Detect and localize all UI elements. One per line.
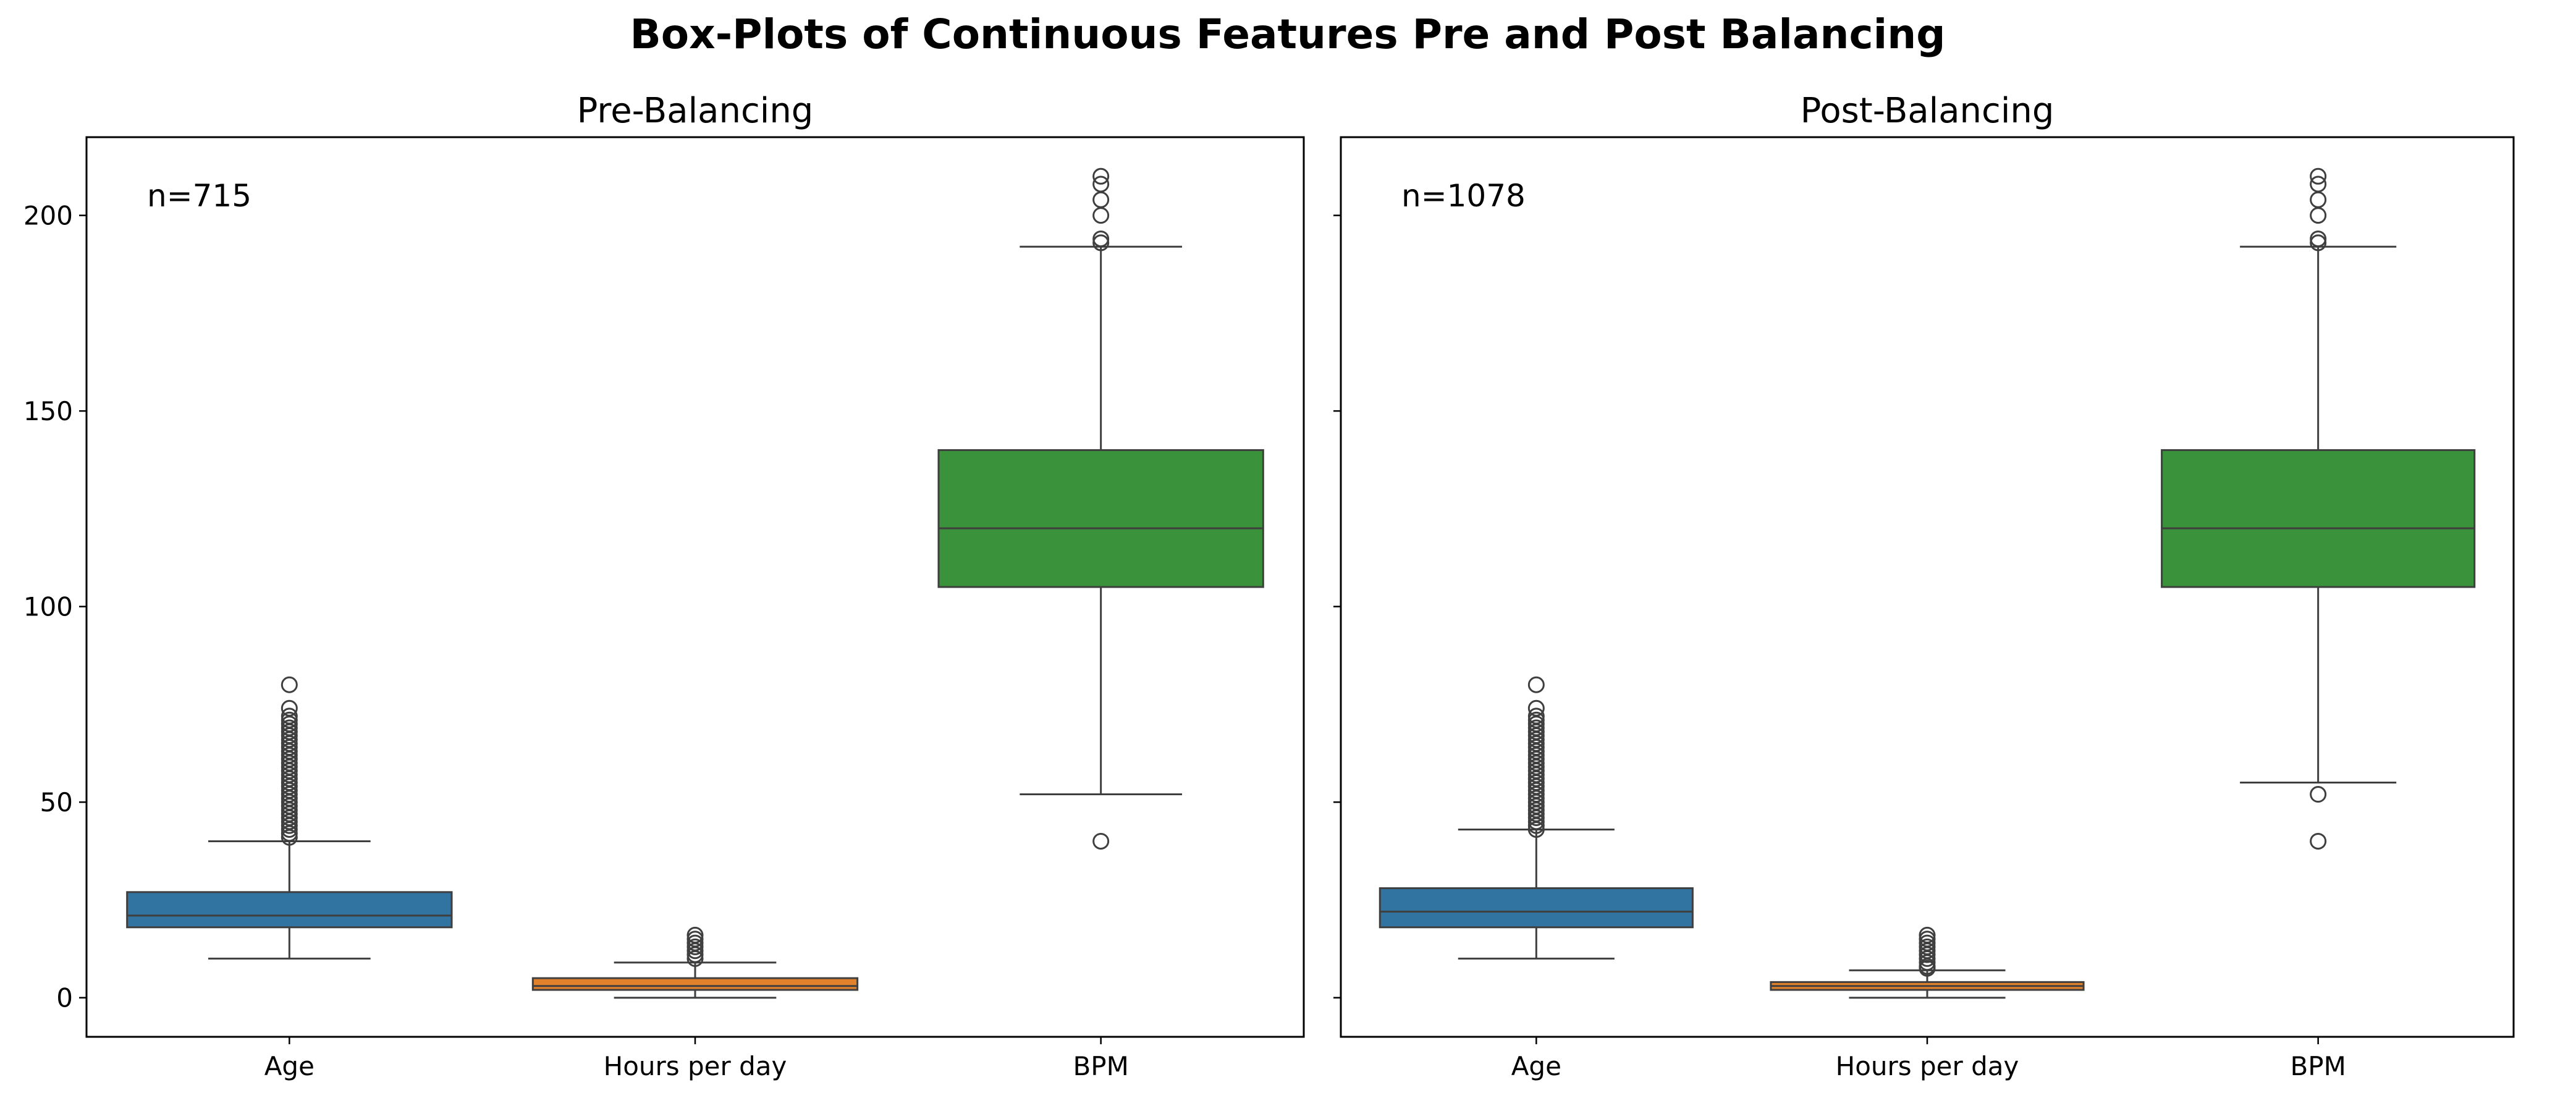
panel-title: Pre-Balancing <box>577 91 814 131</box>
outlier-point <box>2310 234 2327 251</box>
outlier-point <box>281 707 298 725</box>
axes-frame <box>85 136 1305 1038</box>
outlier-point <box>1092 175 1110 193</box>
outlier-point <box>686 931 704 948</box>
outlier-point <box>686 938 704 955</box>
outlier-point <box>1092 832 1110 850</box>
outlier-point <box>1092 234 1110 251</box>
outlier-point <box>1919 934 1936 952</box>
outlier-point <box>686 934 704 952</box>
outlier-point <box>1527 711 1545 728</box>
outlier-point <box>1919 931 1936 948</box>
panel-title: Post-Balancing <box>1801 91 2054 131</box>
x-tick-label: Age <box>264 1051 315 1081</box>
figure-title: Box-Plots of Continuous Features Pre and… <box>630 11 1945 58</box>
box-iqr <box>937 449 1264 588</box>
box-iqr <box>1379 887 1694 929</box>
y-tick-label: 100 <box>23 592 73 622</box>
box-bpm <box>937 167 1264 850</box>
outlier-point <box>1092 207 1110 224</box>
x-tick-label: BPM <box>1073 1051 1128 1081</box>
box-hours-per-day <box>1770 926 2085 999</box>
axes-frame <box>1340 136 2515 1038</box>
outlier-point <box>2310 167 2327 185</box>
box-age <box>1379 676 1694 960</box>
outlier-point <box>2310 207 2327 224</box>
outlier-point <box>2310 175 2327 193</box>
outlier-point <box>1527 699 1545 717</box>
box-hours-per-day <box>531 926 859 999</box>
box-bpm <box>2161 167 2476 850</box>
y-tick-label: 150 <box>23 396 73 426</box>
outlier-point <box>1919 926 1936 944</box>
outlier-point <box>1092 167 1110 185</box>
box-iqr <box>2161 449 2476 588</box>
x-tick-label: BPM <box>2290 1051 2346 1081</box>
y-tick-label: 0 <box>56 983 73 1013</box>
outlier-point <box>1092 191 1110 208</box>
outlier-point <box>2310 191 2327 208</box>
outlier-point <box>281 719 298 737</box>
panel-post-balancing: Post-Balancing Age Hours per day BPM n=1078 <box>1333 91 2515 1081</box>
box-age <box>126 676 453 960</box>
y-tick-label: 200 <box>23 201 73 231</box>
sample-size-label: n=715 <box>147 178 251 214</box>
box-iqr <box>126 891 453 929</box>
x-tick-label: Hours per day <box>604 1051 787 1081</box>
outlier-point <box>281 711 298 728</box>
outlier-point <box>1527 719 1545 737</box>
outlier-point <box>1527 676 1545 693</box>
outlier-point <box>1527 707 1545 725</box>
y-tick-label: 50 <box>40 787 73 817</box>
outlier-point <box>2310 786 2327 803</box>
outlier-point <box>1919 938 1936 955</box>
panel-pre-balancing: Pre-Balancing 0 50 100 150 200 Age Hours per da… <box>23 91 1305 1081</box>
outlier-point <box>281 699 298 717</box>
outlier-point <box>2310 832 2327 850</box>
x-tick-label: Age <box>1511 1051 1561 1081</box>
outlier-point <box>1092 230 1110 248</box>
outlier-point <box>281 676 298 693</box>
x-tick-label: Hours per day <box>1836 1051 2019 1081</box>
outlier-point <box>686 926 704 944</box>
outlier-point <box>2310 230 2327 248</box>
box-iqr <box>531 977 859 991</box>
sample-size-label: n=1078 <box>1401 178 1526 214</box>
